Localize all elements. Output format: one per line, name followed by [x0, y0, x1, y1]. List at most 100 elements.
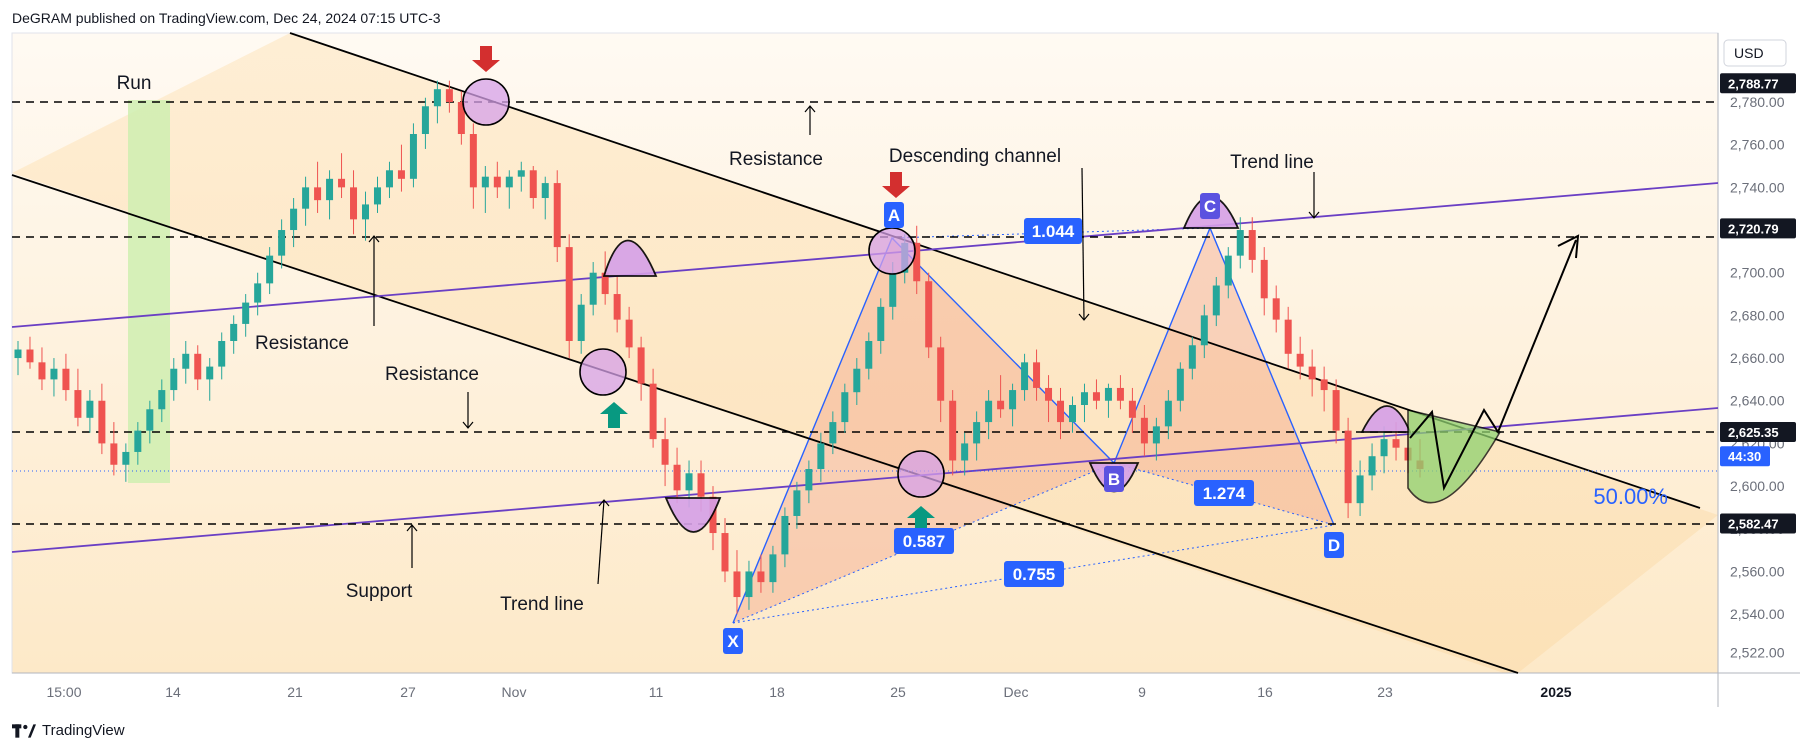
- svg-text:A: A: [888, 206, 900, 225]
- time-tick-label: 14: [165, 684, 181, 700]
- candle: [1212, 276, 1220, 327]
- trend-line-upper: [11, 182, 1719, 328]
- candle: [1128, 387, 1136, 433]
- annotation-pointers: [368, 105, 1320, 585]
- time-tick-label: 23: [1377, 684, 1393, 700]
- point-badge-x: X: [723, 628, 743, 654]
- candle: [769, 545, 777, 593]
- currency-button[interactable]: USD: [1723, 39, 1787, 67]
- candle: [1164, 390, 1172, 440]
- candle: [1332, 379, 1340, 444]
- candle: [625, 306, 633, 359]
- candle: [1320, 366, 1328, 412]
- price-label: 2,720.79: [1720, 218, 1796, 239]
- candle: [865, 332, 873, 380]
- candle: [1021, 353, 1029, 401]
- annotation-resistance-left: Resistance: [255, 333, 349, 354]
- time-tick-label: 21: [287, 684, 303, 700]
- projection-zone: [1407, 408, 1502, 504]
- point-badge-b: B: [1104, 466, 1124, 492]
- footer-brand[interactable]: TradingView: [12, 722, 125, 739]
- candle: [841, 383, 849, 433]
- candle: [1368, 443, 1376, 491]
- candle: [314, 161, 322, 213]
- candle: [1224, 247, 1232, 299]
- candle: [985, 390, 993, 440]
- ratio-badge-0587: 0.587: [894, 528, 954, 554]
- candle: [397, 144, 405, 192]
- annotation-trend-line-top: Trend line: [1230, 152, 1314, 173]
- price-labels: 2,788.77 2,720.79 2,625.35 44:30 2,582.47: [1720, 73, 1796, 534]
- candle: [1380, 426, 1388, 474]
- candle: [122, 443, 130, 482]
- candle: [14, 340, 22, 376]
- candle: [973, 411, 981, 461]
- candle: [278, 219, 286, 269]
- price-tick-label: 2,560.00: [1730, 563, 1785, 579]
- candle: [1236, 217, 1244, 269]
- candle: [1356, 460, 1364, 516]
- tradingview-logo-icon: [12, 723, 36, 738]
- candle: [1296, 336, 1304, 380]
- candle: [517, 161, 525, 192]
- candle: [182, 340, 190, 384]
- candle: [1140, 405, 1148, 457]
- candle: [781, 507, 789, 568]
- point-badge-d: D: [1324, 532, 1344, 558]
- candle: [949, 390, 957, 476]
- candle: [242, 294, 250, 337]
- percent-label: 50.00%: [1593, 484, 1668, 509]
- candle: [589, 262, 597, 316]
- candle: [110, 422, 118, 476]
- candle: [86, 390, 94, 433]
- candle: [757, 554, 765, 593]
- svg-text:2,788.77: 2,788.77: [1728, 76, 1779, 91]
- candle: [637, 336, 645, 401]
- candle: [469, 123, 477, 209]
- time-tick-label: 18: [769, 684, 785, 700]
- price-tick-label: 2,740.00: [1730, 179, 1785, 195]
- candle: [493, 161, 501, 199]
- candle: [158, 379, 166, 423]
- time-tick-label: 9: [1138, 684, 1146, 700]
- svg-text:D: D: [1328, 536, 1340, 555]
- candle: [745, 560, 753, 610]
- candle: [649, 368, 657, 448]
- green-arrows: [600, 402, 935, 532]
- footer-brand-label: TradingView: [42, 722, 125, 739]
- candle: [961, 432, 969, 476]
- candle: [853, 358, 861, 406]
- candle: [529, 166, 537, 209]
- candle: [721, 518, 729, 583]
- time-tick-label: 15:00: [46, 684, 81, 700]
- candle: [1045, 375, 1053, 423]
- candle: [1068, 396, 1076, 433]
- price-tick-label: 2,780.00: [1730, 94, 1785, 110]
- svg-text:2,582.47: 2,582.47: [1728, 516, 1779, 531]
- candle: [1344, 417, 1352, 519]
- candle: [1092, 379, 1100, 410]
- time-axis: 15:00 14 21 27 Nov 11 18 25 Dec 9 16 23 2025: [46, 684, 1571, 700]
- red-arrows: [472, 46, 910, 198]
- pattern-bcd: [1114, 228, 1334, 525]
- touch-circles: [462, 78, 945, 498]
- candle: [937, 336, 945, 423]
- candle: [350, 170, 358, 235]
- price-tick-label: 2,760.00: [1730, 137, 1785, 153]
- ratio-badge-1274: 1.274: [1194, 480, 1254, 506]
- candle: [62, 353, 70, 401]
- annotation-descending-channel: Descending channel: [889, 146, 1061, 167]
- candle: [1188, 336, 1196, 380]
- candle: [1116, 375, 1124, 410]
- candle: [793, 481, 801, 529]
- candle: [230, 315, 238, 354]
- candle: [146, 400, 154, 444]
- svg-text:C: C: [1204, 197, 1216, 216]
- pattern-xab: [733, 238, 1114, 623]
- candle: [805, 460, 813, 504]
- price-label: 2,788.77: [1720, 73, 1796, 94]
- price-label: 2,625.35: [1720, 422, 1796, 442]
- annotation-resistance-mid: Resistance: [385, 364, 479, 385]
- svg-text:2,720.79: 2,720.79: [1728, 221, 1779, 236]
- candle: [445, 80, 453, 113]
